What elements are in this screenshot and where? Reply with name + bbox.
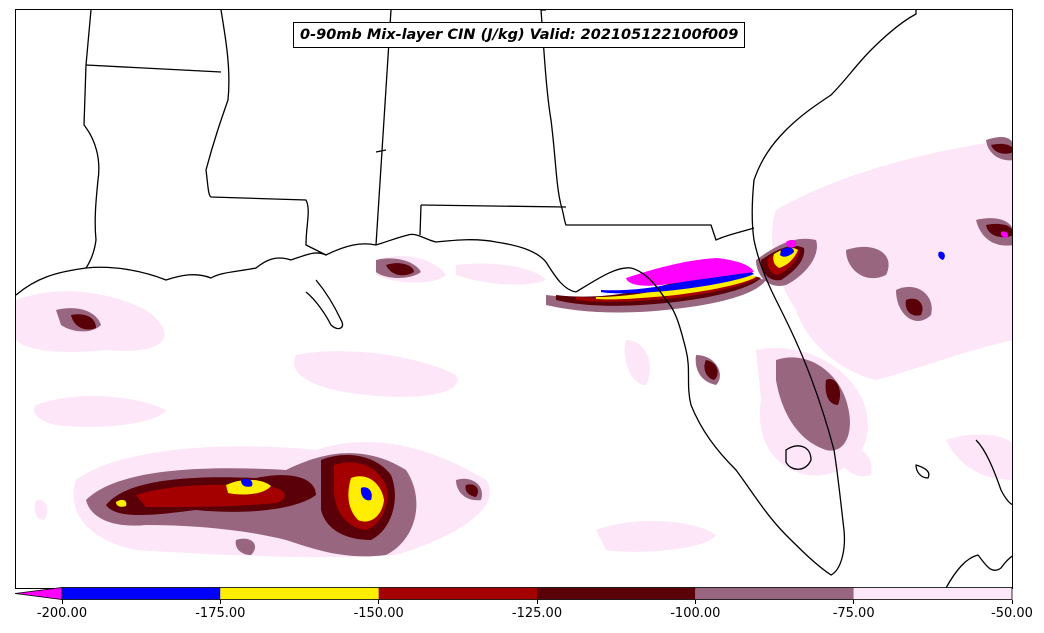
colorbar-bin-1 <box>220 587 379 600</box>
colorbar-tick <box>1011 600 1013 604</box>
colorbar-tick <box>536 600 538 604</box>
colorbar-bin-3 <box>537 587 696 600</box>
colorbar-tick <box>61 600 63 604</box>
colorbar-tick-label: -125.00 <box>511 606 563 621</box>
map-panel: 0-90mb Mix-layer CIN (J/kg) Valid: 20210… <box>15 9 1013 589</box>
colorbar-tick-label: -150.00 <box>353 606 404 621</box>
map-title: 0-90mb Mix-layer CIN (J/kg) Valid: 20210… <box>293 22 746 48</box>
colorbar-bin-2 <box>378 587 537 600</box>
colorbar-border <box>61 587 1013 600</box>
colorbar-tick <box>853 600 855 604</box>
cin-magenta-areas <box>626 231 1009 286</box>
colorbar-under-extension <box>15 587 63 600</box>
colorbar-tick-label: -50.00 <box>991 606 1033 621</box>
colorbar-tick <box>694 600 696 604</box>
coastlines-and-borders <box>16 10 1012 588</box>
colorbar-tick-label: -75.00 <box>832 606 875 621</box>
colorbar-tick <box>378 600 380 604</box>
colorbar-bin-5 <box>853 587 1012 600</box>
colorbar-tick <box>219 600 221 604</box>
colorbar-bin-4 <box>695 587 854 600</box>
cin-map <box>16 10 1012 588</box>
colorbar-tick-label: -175.00 <box>195 606 246 621</box>
colorbar <box>15 587 1013 600</box>
colorbar-tick-label: -200.00 <box>36 606 88 621</box>
colorbar-tick-label: -100.00 <box>670 606 721 621</box>
colorbar-bin-0 <box>62 587 221 600</box>
